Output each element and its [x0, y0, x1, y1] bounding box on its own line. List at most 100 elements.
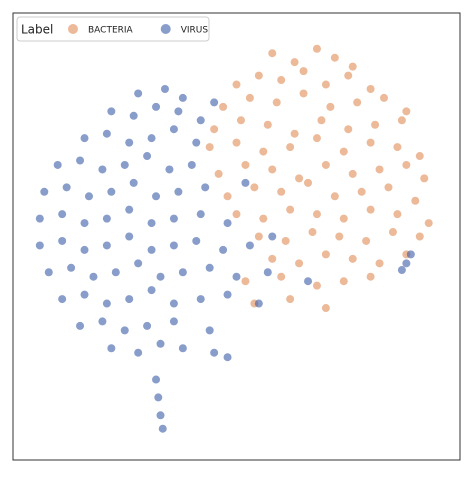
point — [353, 98, 362, 107]
point — [44, 268, 53, 277]
point — [169, 299, 178, 308]
point — [299, 67, 308, 76]
point — [156, 339, 165, 348]
point — [147, 245, 156, 254]
point — [281, 236, 290, 245]
point — [154, 393, 163, 402]
point — [232, 80, 241, 89]
point — [250, 183, 259, 192]
point — [53, 160, 62, 169]
legend-label: BACTERIA — [88, 26, 134, 36]
point — [424, 219, 433, 228]
point — [107, 107, 116, 116]
point — [134, 89, 143, 98]
point — [339, 277, 348, 286]
point — [111, 268, 120, 277]
points — [35, 44, 433, 433]
point — [375, 259, 384, 268]
point — [80, 245, 89, 254]
point — [214, 169, 223, 178]
point — [393, 143, 402, 152]
point — [366, 84, 375, 93]
point — [98, 317, 107, 326]
point — [134, 259, 143, 268]
point — [286, 143, 295, 152]
point — [295, 259, 304, 268]
point — [210, 348, 219, 357]
point — [317, 116, 326, 125]
point — [178, 93, 187, 102]
point — [223, 219, 232, 228]
point — [263, 268, 272, 277]
point — [241, 160, 250, 169]
point — [196, 295, 205, 304]
point — [98, 165, 107, 174]
point — [143, 321, 152, 330]
point — [125, 295, 134, 304]
point — [397, 266, 406, 275]
point — [205, 326, 214, 335]
point — [223, 192, 232, 201]
point — [178, 344, 187, 353]
point — [330, 192, 339, 201]
point — [321, 304, 330, 313]
point — [286, 295, 295, 304]
point — [371, 120, 380, 129]
legend-marker — [160, 24, 171, 34]
point — [134, 348, 143, 357]
point — [205, 263, 214, 272]
point — [384, 183, 393, 192]
point — [187, 160, 196, 169]
point — [402, 160, 411, 169]
point — [129, 111, 138, 120]
point — [308, 228, 317, 237]
point — [402, 259, 411, 268]
point — [402, 107, 411, 116]
point — [245, 93, 254, 102]
point — [58, 295, 67, 304]
point — [393, 210, 402, 219]
point — [321, 80, 330, 89]
point — [223, 290, 232, 299]
point — [165, 165, 174, 174]
point — [102, 299, 111, 308]
point — [415, 232, 424, 241]
point — [397, 116, 406, 125]
point — [80, 290, 89, 299]
point — [375, 165, 384, 174]
legend: Label BACTERIA VIRUS — [16, 16, 210, 42]
point — [312, 44, 321, 53]
point — [406, 250, 415, 259]
point — [35, 241, 44, 250]
point — [210, 98, 219, 107]
point — [241, 277, 250, 286]
point — [295, 174, 304, 183]
point — [241, 178, 250, 187]
point — [321, 250, 330, 259]
point — [152, 192, 161, 201]
point — [259, 214, 268, 223]
point — [174, 107, 183, 116]
point — [259, 147, 268, 156]
point — [169, 241, 178, 250]
point — [158, 424, 167, 433]
point — [366, 205, 375, 214]
point — [174, 187, 183, 196]
point — [411, 196, 420, 205]
point — [120, 326, 129, 335]
point — [169, 214, 178, 223]
point — [236, 116, 245, 125]
point — [205, 143, 214, 152]
point — [102, 241, 111, 250]
point — [272, 98, 281, 107]
point — [326, 102, 335, 111]
point — [232, 138, 241, 147]
point — [76, 321, 85, 330]
point — [263, 120, 272, 129]
point — [388, 228, 397, 237]
point — [268, 254, 277, 263]
point — [304, 277, 313, 286]
point — [120, 160, 129, 169]
point — [330, 53, 339, 62]
